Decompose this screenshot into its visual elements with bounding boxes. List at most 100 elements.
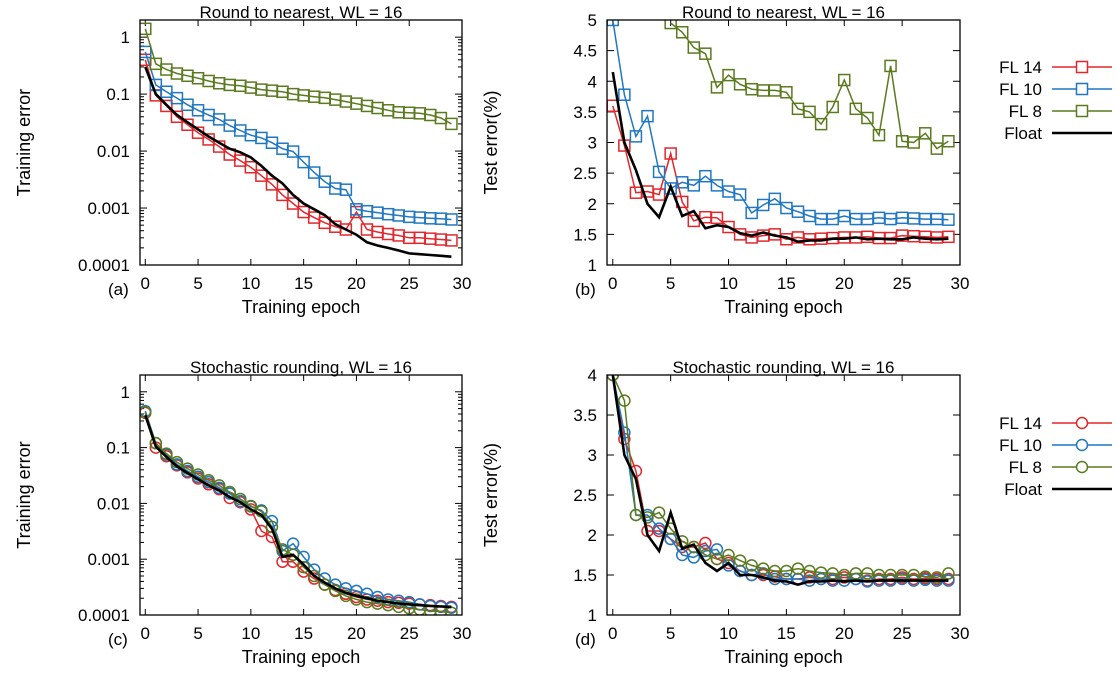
x-tick-label: 25: [400, 624, 419, 643]
data-point: [745, 206, 758, 220]
legend: FL 14 FL 10 FL 8 Float: [999, 58, 1112, 143]
legend-label: FL 10: [999, 80, 1042, 99]
chart-panel-4: 0 5 10 15 20 25 30 1 1.5 2 2.5 3 3.5 4 Stochastic roun…: [481, 358, 1112, 667]
chart-panel-2: 0 5 10 15 20 25 30 1 1.5 2 2.5 3 3.5 4 4.5 5 Round to ne…: [481, 3, 969, 317]
x-tick-label: 25: [400, 274, 419, 293]
series-line-4: [611, 71, 949, 244]
data-point: [687, 179, 701, 192]
panel-label: (a): [108, 280, 129, 299]
x-tick-label: 20: [347, 274, 366, 293]
x-tick-label: 0: [141, 624, 150, 643]
legend-label: FL 14: [999, 58, 1042, 77]
x-tick-label: 20: [835, 624, 854, 643]
data-point: [339, 183, 353, 196]
series-group: [607, 20, 955, 246]
data-point: [618, 394, 631, 407]
data-point: [861, 111, 874, 125]
x-tick-label: 20: [835, 274, 854, 293]
y-tick-label: 1.5: [573, 225, 597, 244]
plot-frame: [139, 374, 463, 616]
x-axis-label: Training epoch: [724, 647, 842, 667]
plot-frame: [606, 374, 961, 616]
x-tick-label: 10: [719, 624, 738, 643]
data-point: [160, 85, 173, 99]
y-tick-label: 0.01: [97, 142, 130, 161]
data-point: [641, 511, 654, 524]
data-point: [255, 524, 268, 538]
y-tick-label: 1: [121, 28, 130, 47]
data-point: [652, 165, 666, 179]
y-tick-label: 3: [588, 446, 597, 465]
legend-marker: [1075, 60, 1089, 74]
x-tick-label: 10: [241, 274, 260, 293]
y-tick-label: 5: [588, 11, 597, 30]
data-point: [699, 47, 712, 60]
data-point: [849, 102, 863, 116]
x-tick-label: 10: [719, 274, 738, 293]
data-point: [160, 447, 173, 460]
legend-marker: [1075, 460, 1089, 474]
y-tick-label: 2.5: [573, 164, 597, 183]
y-tick-label: 4.5: [573, 42, 597, 61]
data-point: [445, 117, 458, 131]
data-point: [826, 100, 839, 114]
data-point: [664, 147, 677, 160]
data-point: [641, 109, 654, 123]
data-point: [170, 91, 184, 105]
legend-label: FL 14: [999, 414, 1042, 433]
y-tick-label: 3.5: [573, 103, 597, 122]
y-tick-label: 1: [588, 256, 597, 275]
data-point: [652, 506, 666, 519]
data-point: [445, 234, 458, 247]
data-point: [710, 543, 724, 556]
data-point: [140, 22, 152, 36]
data-point: [930, 571, 944, 584]
y-tick-label: 0.1: [106, 439, 130, 458]
series-line-3: [670, 22, 949, 150]
legend-label: FL 8: [1009, 458, 1042, 477]
series-line-1: [144, 412, 452, 608]
data-point: [942, 567, 955, 580]
x-tick-label: 5: [666, 274, 675, 293]
legend-marker: [1075, 82, 1089, 96]
x-tick-label: 0: [141, 274, 150, 293]
y-tick-label: 3: [588, 134, 597, 153]
series-line-2: [612, 375, 949, 583]
data-point: [814, 572, 828, 586]
chart-title: Stochastic rounding, WL = 16: [190, 358, 412, 377]
data-point: [710, 211, 724, 225]
legend-marker: [1075, 104, 1089, 118]
data-point: [318, 175, 332, 188]
data-point: [756, 562, 770, 575]
data-point: [160, 99, 173, 113]
x-axis-label: Training epoch: [724, 297, 842, 317]
data-point: [814, 117, 828, 131]
y-tick-label: 2.5: [573, 486, 597, 505]
series-group: [607, 375, 955, 588]
data-point: [244, 161, 258, 174]
data-point: [629, 130, 643, 143]
data-point: [884, 59, 897, 73]
data-point: [307, 166, 321, 179]
data-point: [861, 567, 874, 580]
x-tick-label: 15: [294, 274, 313, 293]
x-tick-label: 25: [893, 274, 912, 293]
y-tick-label: 2: [588, 195, 597, 214]
panel-label: (c): [108, 630, 128, 649]
data-point: [664, 20, 677, 30]
chart-title: Round to nearest, WL = 16: [682, 3, 885, 22]
data-point: [907, 136, 920, 149]
data-point: [170, 110, 184, 124]
data-point: [919, 127, 932, 140]
data-point: [826, 567, 839, 580]
data-point: [942, 135, 955, 148]
legend-label: Float: [1004, 124, 1042, 143]
series-line-3: [144, 412, 452, 614]
data-point: [722, 548, 735, 562]
y-tick-label: 1: [588, 606, 597, 625]
data-point: [733, 188, 747, 201]
data-point: [803, 105, 816, 119]
y-tick-label: 0.001: [87, 199, 130, 218]
